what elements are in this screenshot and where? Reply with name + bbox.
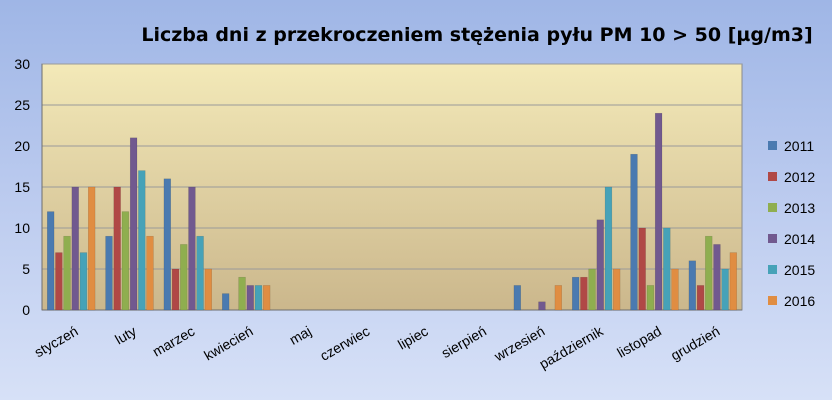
y-tick-label: 20 — [14, 138, 30, 154]
bar-2011-wrzesień — [513, 285, 521, 311]
bar-2015-luty — [138, 170, 146, 311]
bar-2011-listopad — [630, 153, 638, 311]
bar-2011-grudzień — [688, 260, 696, 311]
x-tick-label: marzec — [150, 323, 198, 360]
bar-2016-kwiecień — [263, 285, 271, 311]
bar-2016-styczeń — [88, 186, 96, 311]
bar-2016-listopad — [671, 268, 679, 311]
legend-swatch-2015 — [768, 265, 777, 274]
x-tick-label: grudzień — [668, 323, 723, 364]
bar-2014-wrzesień — [538, 301, 546, 311]
bar-2016-marzec — [204, 268, 212, 311]
legend-label: 2015 — [784, 262, 815, 278]
legend-swatch-2014 — [768, 234, 777, 243]
bar-2016-wrzesień — [554, 285, 562, 311]
bar-2012-styczeń — [55, 252, 63, 311]
y-tick-label: 30 — [14, 56, 30, 72]
bar-2013-grudzień — [705, 235, 713, 311]
bar-2015-marzec — [196, 235, 204, 311]
bar-2012-luty — [113, 186, 121, 311]
y-tick-label: 15 — [14, 179, 30, 195]
bar-2012-październik — [580, 276, 588, 311]
x-tick-label: lipiec — [395, 323, 431, 353]
x-tick-label: maj — [286, 323, 314, 348]
bar-2014-październik — [596, 219, 604, 311]
bar-2015-styczeń — [79, 252, 88, 311]
bar-2012-grudzień — [696, 285, 705, 311]
chart-title: Liczba dni z przekroczeniem stężenia pył… — [141, 24, 812, 46]
bar-2016-grudzień — [729, 252, 737, 311]
bar-2015-kwiecień — [254, 285, 263, 311]
bar-2013-marzec — [180, 244, 188, 311]
x-tick-label: styczeń — [32, 323, 81, 361]
bar-2015-listopad — [663, 227, 671, 311]
bar-2013-kwiecień — [238, 276, 246, 311]
bar-2011-luty — [105, 235, 113, 311]
x-tick-label: sierpień — [439, 323, 489, 361]
legend-swatch-2012 — [768, 172, 777, 181]
legend-swatch-2011 — [768, 141, 777, 150]
bar-2014-marzec — [188, 186, 196, 311]
plot-area: 0 5 10 15 20 25 30 styczeń luty marzec kwiecień maj… — [14, 56, 743, 372]
bar-2014-kwiecień — [246, 285, 254, 311]
legend: 2011 2012 2013 2014 2015 2016 — [768, 138, 815, 309]
x-tick-label: październik — [536, 322, 606, 372]
x-tick-label: luty — [112, 323, 139, 348]
x-tick-label: czerwiec — [317, 323, 372, 364]
legend-swatch-2013 — [768, 203, 777, 212]
bar-2013-listopad — [646, 285, 655, 311]
bar-2013-styczeń — [63, 235, 71, 311]
bar-2013-luty — [121, 211, 130, 311]
x-tick-label: kwiecień — [201, 323, 256, 364]
bar-2012-marzec — [171, 268, 180, 311]
legend-label: 2014 — [784, 231, 815, 247]
y-tick-label: 25 — [14, 97, 30, 113]
x-tick-label: listopad — [614, 323, 664, 361]
legend-label: 2012 — [784, 169, 815, 185]
bar-2012-listopad — [638, 227, 646, 311]
bar-2011-styczeń — [47, 211, 55, 311]
bar-2011-październik — [572, 276, 580, 311]
y-tick-label: 10 — [14, 220, 30, 236]
bar-2016-październik — [613, 268, 621, 311]
bar-2016-luty — [146, 235, 154, 311]
bar-2014-styczeń — [71, 186, 79, 311]
legend-label: 2016 — [784, 293, 815, 309]
bar-2014-luty — [129, 137, 138, 311]
legend-label: 2013 — [784, 200, 815, 216]
legend-label: 2011 — [784, 138, 814, 154]
y-tick-label: 5 — [22, 261, 30, 277]
legend-swatch-2016 — [768, 296, 777, 305]
bar-2013-październik — [588, 268, 596, 311]
bar-2011-marzec — [163, 178, 171, 311]
bar-2014-listopad — [654, 112, 663, 311]
y-tick-label: 0 — [22, 302, 30, 318]
bar-2015-październik — [604, 186, 613, 311]
bar-2011-kwiecień — [222, 293, 230, 311]
bar-2014-grudzień — [713, 244, 721, 311]
bar-2015-grudzień — [721, 268, 729, 311]
